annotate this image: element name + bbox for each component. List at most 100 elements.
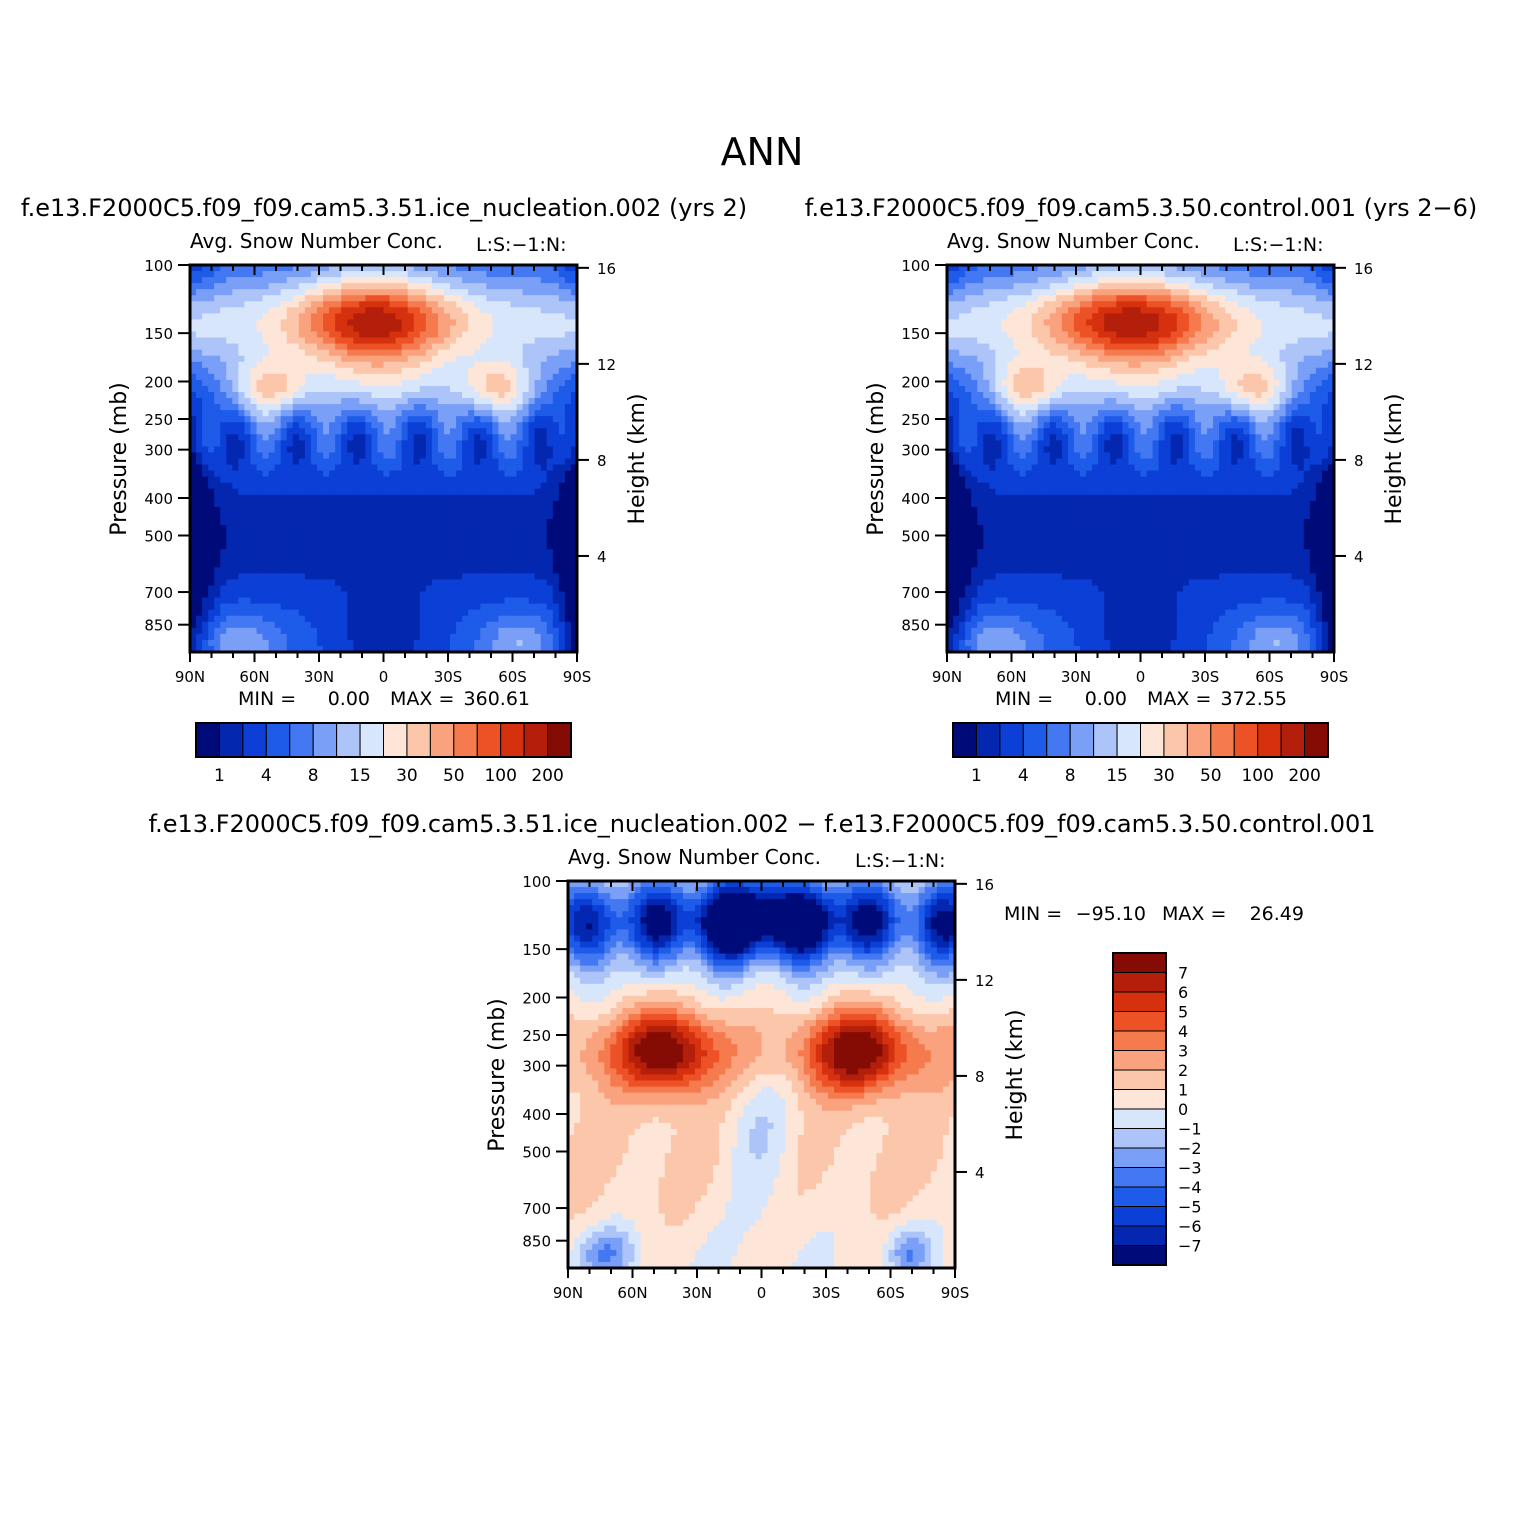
field-cell	[395, 621, 403, 629]
field-cell	[443, 639, 451, 647]
field-cell	[456, 271, 463, 278]
field-cell	[214, 313, 221, 321]
field-cell	[558, 289, 566, 296]
field-cell	[196, 379, 203, 387]
field-cell	[202, 337, 209, 345]
field-cell	[244, 265, 252, 272]
field-cell	[238, 561, 246, 568]
field-cell	[510, 313, 518, 321]
field-cell	[516, 355, 524, 363]
field-cell	[425, 440, 433, 448]
field-cell	[528, 585, 536, 593]
field-cell	[316, 416, 324, 423]
field-cell	[413, 627, 421, 635]
field-cell	[437, 543, 445, 550]
field-cell	[274, 537, 282, 544]
field-cell	[274, 452, 282, 460]
field-cell	[292, 537, 300, 544]
field-cell	[1080, 307, 1087, 314]
field-cell	[286, 307, 294, 314]
field-cell	[462, 404, 469, 411]
field-cell	[220, 543, 227, 550]
field-cell	[220, 476, 227, 484]
field-cell	[1122, 271, 1130, 278]
field-cell	[1170, 277, 1178, 284]
field-cell	[232, 391, 239, 399]
field-cell	[486, 555, 493, 562]
field-cell	[443, 585, 451, 593]
field-cell	[341, 512, 348, 520]
field-cell	[298, 289, 306, 296]
field-cell	[244, 555, 252, 562]
field-cell	[504, 591, 512, 599]
field-cell	[540, 464, 548, 472]
field-cell	[395, 410, 403, 417]
field-cell	[534, 331, 542, 339]
field-cell	[437, 512, 445, 520]
field-cell	[286, 452, 294, 460]
field-cell	[304, 361, 312, 369]
field-cell	[1067, 277, 1075, 284]
field-cell	[310, 609, 318, 617]
field-cell	[256, 561, 264, 568]
field-cell	[196, 506, 203, 514]
field-cell	[347, 470, 354, 478]
field-cell	[564, 482, 572, 490]
field-cell	[268, 567, 276, 574]
field-cell	[1303, 271, 1311, 278]
field-cell	[443, 295, 451, 302]
field-cell	[232, 537, 239, 544]
field-cell	[274, 331, 282, 339]
field-cell	[1122, 295, 1130, 302]
field-cell	[214, 440, 221, 448]
field-cell	[1243, 313, 1250, 321]
field-cell	[546, 331, 554, 339]
field-cell	[1049, 307, 1057, 314]
field-cell	[323, 494, 330, 502]
field-cell	[425, 482, 433, 490]
field-cell	[395, 639, 403, 647]
field-cell	[407, 639, 415, 647]
field-cell	[371, 271, 379, 278]
field-cell	[238, 355, 246, 363]
field-cell	[214, 518, 221, 526]
field-cell	[365, 325, 373, 333]
field-cell	[316, 355, 324, 363]
field-cell	[298, 464, 306, 472]
field-cell	[431, 428, 439, 435]
field-cell	[498, 488, 506, 496]
field-cell	[995, 265, 1003, 272]
field-cell	[280, 633, 288, 641]
field-cell	[365, 458, 373, 466]
field-cell	[528, 331, 536, 339]
field-cell	[316, 337, 324, 345]
field-cell	[395, 416, 403, 423]
field-cell	[413, 579, 421, 587]
field-cell	[383, 633, 391, 641]
field-cell	[486, 615, 493, 623]
field-cell	[528, 349, 536, 357]
field-cell	[190, 512, 197, 520]
field-cell	[196, 549, 203, 556]
field-cell	[347, 531, 354, 538]
field-cell	[977, 319, 984, 327]
field-cell	[570, 494, 577, 502]
field-cell	[280, 422, 288, 429]
field-cell	[480, 434, 487, 441]
field-cell	[238, 549, 246, 556]
field-cell	[468, 385, 475, 393]
field-cell	[540, 591, 548, 599]
field-cell	[238, 416, 246, 423]
field-cell	[316, 512, 324, 520]
field-cell	[371, 355, 379, 363]
field-cell	[335, 349, 342, 357]
field-cell	[570, 331, 577, 339]
field-cell	[389, 639, 397, 647]
field-cell	[407, 271, 415, 278]
field-cell	[304, 446, 312, 454]
field-cell	[425, 494, 433, 502]
field-cell	[208, 355, 215, 363]
field-cell	[202, 307, 209, 314]
field-cell	[310, 603, 318, 611]
field-cell	[431, 434, 439, 441]
